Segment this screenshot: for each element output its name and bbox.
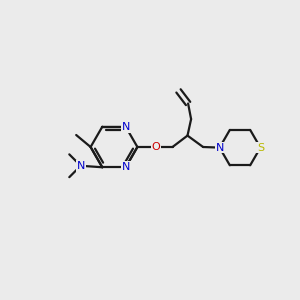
Text: N: N bbox=[122, 162, 130, 172]
Text: N: N bbox=[122, 122, 130, 132]
Text: O: O bbox=[152, 142, 160, 152]
Text: S: S bbox=[257, 142, 264, 153]
Text: N: N bbox=[215, 142, 224, 153]
Text: N: N bbox=[76, 161, 85, 171]
